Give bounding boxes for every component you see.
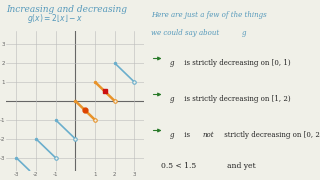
- Text: is strictly decreasing on [0, 1): is strictly decreasing on [0, 1): [182, 59, 290, 67]
- Text: Here are just a few of the things: Here are just a few of the things: [151, 11, 267, 19]
- Text: 0.5 < 1.5: 0.5 < 1.5: [161, 162, 196, 170]
- Text: and yet: and yet: [220, 162, 255, 170]
- Text: $g(x) = 2\lfloor x \rfloor - x$: $g(x) = 2\lfloor x \rfloor - x$: [27, 12, 83, 25]
- Text: is strictly decreasing on [1, 2): is strictly decreasing on [1, 2): [182, 95, 290, 103]
- Text: is: is: [182, 131, 192, 139]
- Text: we could say about: we could say about: [151, 29, 221, 37]
- Text: g: g: [170, 59, 174, 67]
- Text: g: g: [170, 95, 174, 103]
- Text: strictly decreasing on [0, 2): strictly decreasing on [0, 2): [221, 131, 320, 139]
- Text: g: g: [170, 131, 174, 139]
- Text: Increasing and decreasing: Increasing and decreasing: [6, 5, 127, 14]
- Text: not: not: [203, 131, 214, 139]
- Text: g: g: [242, 29, 247, 37]
